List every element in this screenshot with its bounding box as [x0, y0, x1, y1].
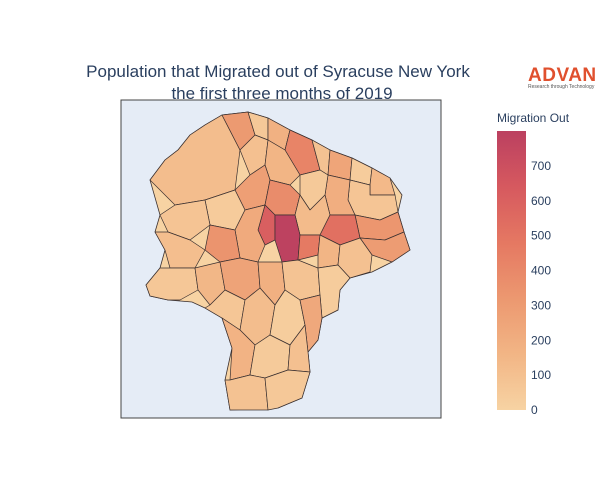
colorbar-tick-label: 300	[531, 298, 551, 312]
map-tracts[interactable]	[145, 111, 411, 411]
colorbar-tick-label: 500	[531, 229, 551, 243]
colorbar-ticks: 0 100 200 300 400 500 600 700	[531, 159, 551, 417]
chart-title-line1: Population that Migrated out of Syracuse…	[86, 62, 470, 81]
census-tract[interactable]	[224, 374, 269, 411]
logo-name: ADVAN	[528, 65, 597, 86]
colorbar: Migration Out 0 100 200 300 400 500 600 700	[497, 111, 570, 417]
colorbar-tick-label: 0	[531, 403, 538, 417]
census-tract[interactable]	[287, 324, 311, 373]
chart-title-line2: the first three months of 2019	[171, 84, 392, 103]
colorbar-tick-label: 700	[531, 159, 551, 173]
advan-logo: ADVAN Research through Technology	[528, 65, 597, 90]
colorbar-tick-label: 100	[531, 368, 551, 382]
colorbar-gradient	[497, 131, 526, 410]
colorbar-title: Migration Out	[497, 111, 570, 125]
logo-tagline: Research through Technology	[528, 84, 595, 90]
colorbar-tick-label: 200	[531, 333, 551, 347]
colorbar-tick-label: 400	[531, 264, 551, 278]
colorbar-tick-label: 600	[531, 194, 551, 208]
census-tract[interactable]	[264, 369, 311, 411]
